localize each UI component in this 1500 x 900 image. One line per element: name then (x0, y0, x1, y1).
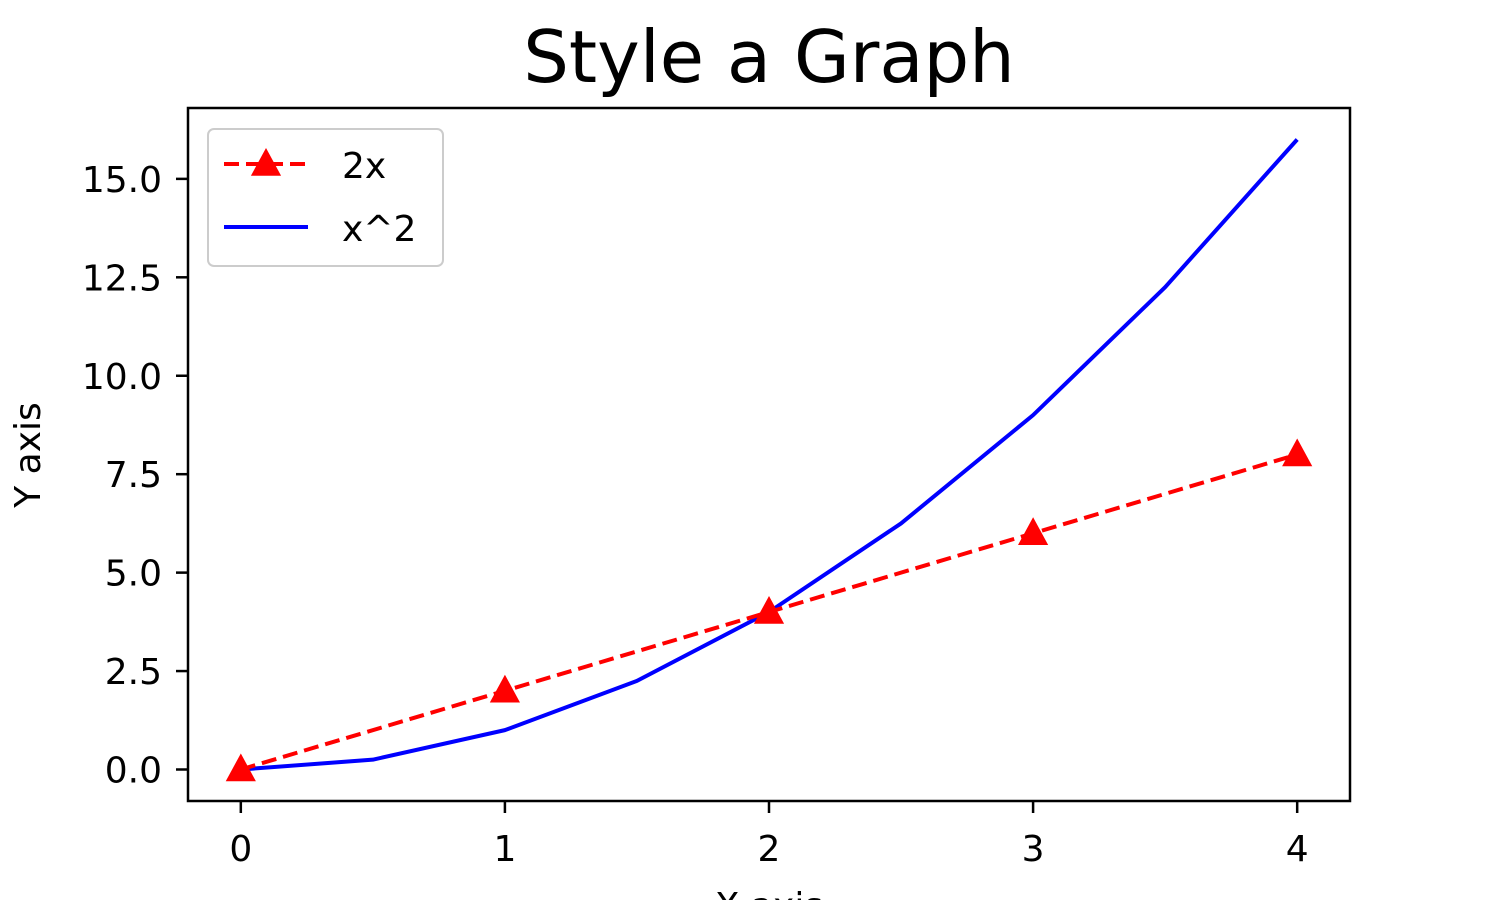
data-point-2x (1282, 438, 1313, 467)
x-tick-label: 4 (1286, 829, 1309, 870)
y-tick-label: 0.0 (105, 751, 162, 792)
y-tick-label: 5.0 (105, 554, 162, 595)
y-axis-ticks: 0.0 2.5 5.0 7.5 10.0 12.5 15.0 (82, 160, 188, 792)
series-layer (225, 138, 1313, 782)
x-tick-label: 2 (758, 829, 781, 870)
y-tick-label: 15.0 (82, 160, 162, 201)
legend-label-x2: x^2 (342, 209, 416, 250)
x-tick-label: 1 (493, 829, 516, 870)
y-tick-label: 12.5 (82, 258, 162, 299)
y-tick-label: 10.0 (82, 357, 162, 398)
legend-marker-2x (250, 147, 282, 176)
legend-label-2x: 2x (342, 146, 386, 187)
x-tick-label: 3 (1022, 829, 1045, 870)
data-point-2x (225, 753, 256, 782)
data-point-2x (1017, 517, 1049, 545)
data-point-2x (753, 595, 785, 624)
y-tick-label: 7.5 (105, 455, 162, 496)
x-axis-label: X axis (715, 886, 823, 900)
y-axis-label: Y axis (8, 402, 49, 509)
chart-title: Style a Graph (523, 15, 1015, 99)
y-tick-label: 2.5 (105, 652, 162, 693)
data-point-2x (489, 674, 520, 703)
legend: 2x x^2 (207, 128, 444, 267)
x-axis-ticks: 0 1 2 3 4 (229, 801, 1309, 870)
x-tick-label: 0 (229, 829, 252, 870)
